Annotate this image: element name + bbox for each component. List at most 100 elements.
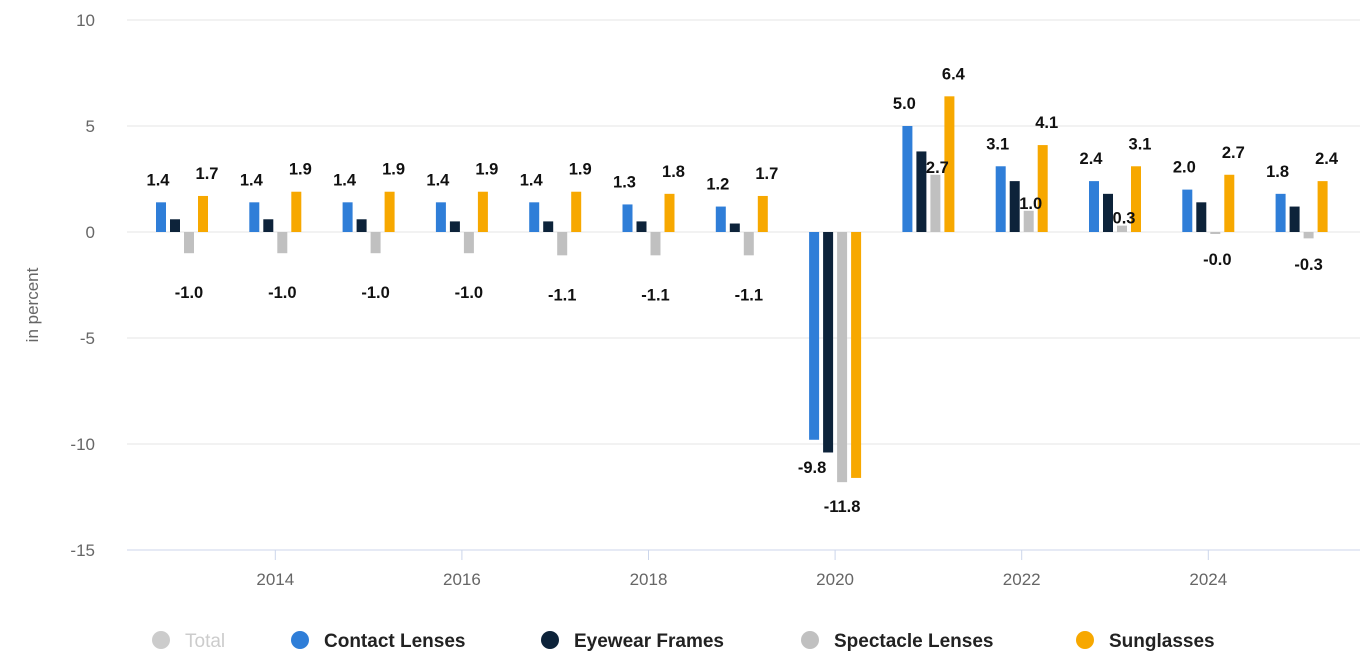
bar-sunglasses-2018[interactable] [664,193,675,232]
bar-contact-lenses-2022[interactable] [995,166,1006,232]
bar-contact-lenses-2020[interactable] [809,232,820,440]
data-label: 2.7 [926,159,949,177]
x-tick-label: 2020 [816,570,854,589]
data-label: 1.4 [147,171,171,189]
bar-spectacle-lenses-2019[interactable] [743,232,754,256]
data-label: 2.4 [1080,150,1104,168]
bar-spectacle-lenses-2021[interactable] [930,174,941,232]
bar-sunglasses-2021[interactable] [944,96,955,232]
bar-spectacle-lenses-2020[interactable] [837,232,848,483]
legend-label: Spectacle Lenses [834,631,993,652]
bar-eyewear-frames-2015[interactable] [356,219,367,232]
bar-contact-lenses-2019[interactable] [715,206,726,232]
bar-sunglasses-2022[interactable] [1037,145,1048,232]
bar-eyewear-frames-2014[interactable] [263,219,274,232]
x-tick-label: 2016 [443,570,481,589]
legend-label: Contact Lenses [324,631,465,652]
bar-sunglasses-2016[interactable] [477,191,488,232]
y-tick-label: -15 [70,541,95,560]
bar-spectacle-lenses-2017[interactable] [557,232,568,256]
bar-contact-lenses-2018[interactable] [622,204,633,232]
bar-spectacle-lenses-2014[interactable] [277,232,288,254]
bar-eyewear-frames-2018[interactable] [636,221,647,232]
data-label: 1.7 [755,165,778,183]
bar-spectacle-lenses-2016[interactable] [463,232,474,254]
data-label: 2.0 [1173,159,1196,177]
bar-sunglasses-2014[interactable] [291,191,302,232]
bar-eyewear-frames-2025[interactable] [1289,206,1300,232]
bar-contact-lenses-2024[interactable] [1182,189,1193,232]
data-label: 1.0 [1019,195,1042,213]
legend-item-spectacle-lenses[interactable]: Spectacle Lenses [801,631,993,652]
bar-eyewear-frames-2022[interactable] [1009,181,1020,232]
legend-item-contact-lenses[interactable]: Contact Lenses [291,631,465,652]
bar-contact-lenses-2017[interactable] [529,202,540,232]
data-label: 1.4 [240,171,264,189]
data-label: 6.4 [942,65,966,83]
bar-spectacle-lenses-2015[interactable] [370,232,381,254]
y-tick-label: -5 [80,329,95,348]
legend-label: Sunglasses [1109,631,1215,652]
bar-spectacle-lenses-2013[interactable] [184,232,194,254]
bar-sunglasses-2017[interactable] [571,191,582,232]
bar-sunglasses-2023[interactable] [1131,166,1141,232]
data-label: -0.3 [1294,256,1322,274]
bar-contact-lenses-2013[interactable] [156,202,166,232]
data-label: 1.2 [706,176,729,194]
bar-contact-lenses-2014[interactable] [249,202,260,232]
data-label: -1.0 [361,284,389,302]
bar-sunglasses-2024[interactable] [1224,174,1235,232]
legend-marker [291,631,309,649]
x-tick-label: 2022 [1003,570,1041,589]
bar-eyewear-frames-2016[interactable] [449,221,460,232]
data-label: -1.1 [735,286,763,304]
bar-spectacle-lenses-2022[interactable] [1023,210,1034,232]
data-label: 1.9 [475,161,498,179]
y-tick-label: -10 [70,435,95,454]
bar-eyewear-frames-2013[interactable] [170,219,180,232]
bar-sunglasses-2019[interactable] [757,195,768,232]
data-label: -1.1 [641,286,669,304]
legend: Total Contact Lenses Eyewear Frames Spectac… [152,631,1215,652]
legend-marker [1076,631,1094,649]
data-label: 1.9 [382,161,405,179]
data-label: 1.4 [333,171,357,189]
legend-label: Eyewear Frames [574,631,724,652]
bar-contact-lenses-2025[interactable] [1275,193,1286,232]
data-label: 1.8 [662,163,685,181]
bar-eyewear-frames-2020[interactable] [823,232,834,453]
bar-eyewear-frames-2023[interactable] [1103,193,1113,232]
data-label: 1.3 [613,173,636,191]
bar-spectacle-lenses-2025[interactable] [1303,232,1314,239]
data-label: 3.1 [1129,135,1152,153]
legend-item-sunglasses[interactable]: Sunglasses [1076,631,1215,652]
legend-item-eyewear-frames[interactable]: Eyewear Frames [541,631,724,652]
bar-eyewear-frames-2017[interactable] [543,221,554,232]
x-tick-label: 2018 [630,570,668,589]
y-tick-label: 5 [86,117,95,136]
bars [156,96,1328,483]
bar-eyewear-frames-2024[interactable] [1196,202,1207,232]
x-tick-label: 2024 [1189,570,1227,589]
bar-contact-lenses-2021[interactable] [902,126,913,232]
data-label: 1.8 [1266,163,1289,181]
bar-contact-lenses-2016[interactable] [435,202,446,232]
gridlines [127,19,1360,551]
bar-spectacle-lenses-2018[interactable] [650,232,661,256]
bar-eyewear-frames-2019[interactable] [729,223,740,232]
data-label: 4.1 [1035,114,1058,132]
bar-contact-lenses-2015[interactable] [342,202,353,232]
bar-sunglasses-2025[interactable] [1317,181,1328,232]
bar-spectacle-lenses-2023[interactable] [1117,225,1127,232]
bar-spectacle-lenses-2024[interactable] [1210,232,1221,234]
bar-sunglasses-2013[interactable] [198,195,208,232]
bar-contact-lenses-2023[interactable] [1089,181,1099,232]
bar-eyewear-frames-2021[interactable] [916,151,927,232]
bar-sunglasses-2020[interactable] [851,232,862,478]
legend-item-total[interactable]: Total [152,631,225,652]
axes: 10 5 0 -5 -10 -15 in percent 2014 2016 2018 2020 20… [23,11,1227,589]
bar-sunglasses-2015[interactable] [384,191,395,232]
data-label: -1.1 [548,286,576,304]
legend-label: Total [185,631,225,652]
